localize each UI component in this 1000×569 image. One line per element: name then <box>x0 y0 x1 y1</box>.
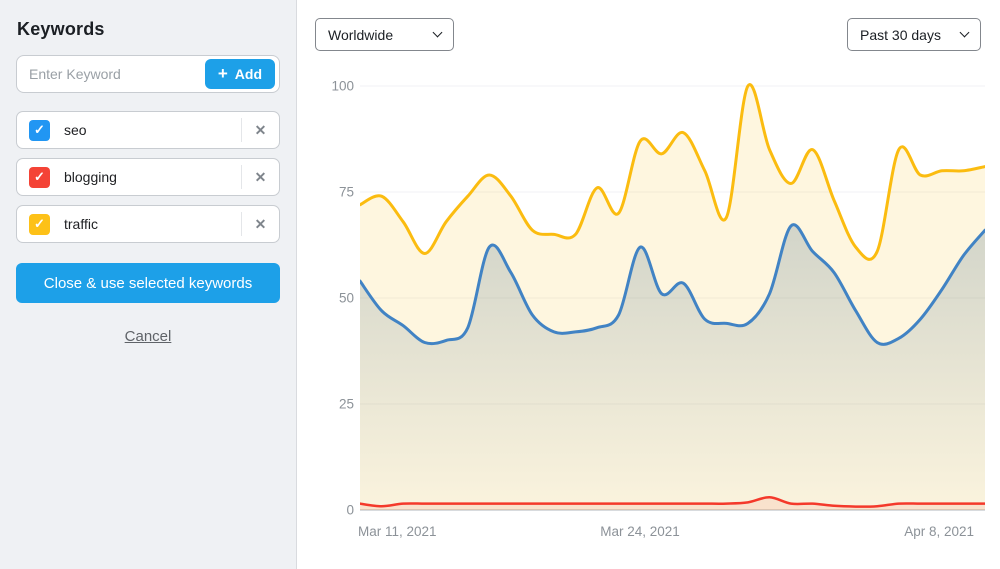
plus-icon: + <box>217 64 228 83</box>
keyword-item-traffic: ✓ traffic ✕ <box>16 205 280 243</box>
keyword-item-seo: ✓ seo ✕ <box>16 111 280 149</box>
svg-text:0: 0 <box>346 503 354 518</box>
keyword-checkbox-seo[interactable]: ✓ <box>29 119 50 141</box>
keyword-label: traffic <box>64 216 98 232</box>
date-range-select[interactable]: Past 30 days <box>847 18 981 51</box>
svg-text:100: 100 <box>331 79 354 94</box>
keyword-checkbox-blogging[interactable]: ✓ <box>29 166 50 188</box>
chevron-down-icon <box>959 27 970 38</box>
region-select[interactable]: Worldwide <box>315 18 454 51</box>
divider <box>241 212 242 236</box>
svg-text:25: 25 <box>339 397 354 412</box>
svg-text:Mar 11, 2021: Mar 11, 2021 <box>358 524 437 539</box>
remove-keyword-button[interactable]: ✕ <box>242 112 279 148</box>
divider <box>241 165 242 189</box>
add-button-label: Add <box>234 66 262 82</box>
chevron-down-icon <box>432 27 443 38</box>
remove-keyword-button[interactable]: ✕ <box>242 206 279 242</box>
keyword-label: blogging <box>64 169 117 185</box>
trends-chart: 0 25 50 75 100 Mar 11, 2021 Mar 24, 2021 Apr 8,… <box>331 79 985 539</box>
svg-text:75: 75 <box>339 185 354 200</box>
cancel-link[interactable]: Cancel <box>124 328 172 345</box>
add-keyword-button[interactable]: + Add <box>204 59 275 89</box>
close-use-keywords-button[interactable]: Close & use selected keywords <box>16 263 280 303</box>
date-range-select-value: Past 30 days <box>860 26 941 43</box>
keyword-item-blogging: ✓ blogging ✕ <box>16 158 280 196</box>
keyword-input-row: + Add <box>16 55 280 93</box>
region-select-value: Worldwide <box>328 26 394 43</box>
svg-text:50: 50 <box>339 291 354 306</box>
svg-text:Apr 8, 2021: Apr 8, 2021 <box>904 524 974 539</box>
remove-keyword-button[interactable]: ✕ <box>242 159 279 195</box>
divider <box>241 118 242 142</box>
keyword-input[interactable] <box>17 66 205 82</box>
svg-text:Mar 24, 2021: Mar 24, 2021 <box>600 524 680 539</box>
keyword-checkbox-traffic[interactable]: ✓ <box>29 213 50 235</box>
keyword-label: seo <box>64 122 87 138</box>
panel-title: Keywords <box>17 19 105 39</box>
keywords-panel: Keywords + Add ✓ seo ✕ ✓ blogging ✕ ✓ tr… <box>0 0 297 569</box>
trends-panel: 0 25 50 75 100 Mar 11, 2021 Mar 24, 2021 Apr 8,… <box>298 0 1000 569</box>
